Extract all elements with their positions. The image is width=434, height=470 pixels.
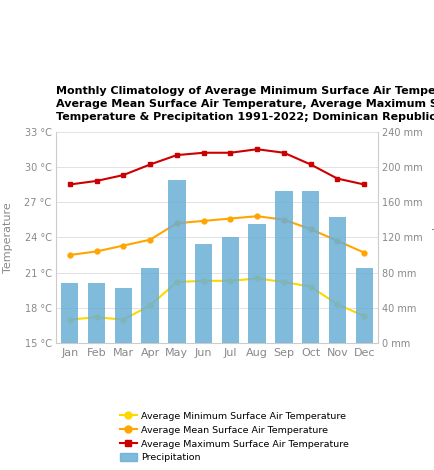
Legend: Average Minimum Surface Air Temperature, Average Mean Surface Air Temperature, A: Average Minimum Surface Air Temperature,… bbox=[117, 409, 352, 465]
Y-axis label: Temperature: Temperature bbox=[3, 202, 13, 273]
Y-axis label: Precipitation: Precipitation bbox=[430, 203, 434, 272]
Bar bbox=[115, 289, 132, 343]
Bar bbox=[61, 283, 79, 343]
Bar bbox=[355, 268, 373, 343]
Bar bbox=[168, 180, 186, 343]
Text: Monthly Climatology of Average Minimum Surface Air Temperatu
Average Mean Surfac: Monthly Climatology of Average Minimum S… bbox=[56, 86, 434, 123]
Bar bbox=[329, 217, 346, 343]
Bar bbox=[302, 191, 319, 343]
Bar bbox=[141, 268, 159, 343]
Bar bbox=[88, 283, 105, 343]
Bar bbox=[222, 237, 239, 343]
Bar bbox=[248, 224, 266, 343]
Bar bbox=[275, 191, 293, 343]
Bar bbox=[195, 243, 212, 343]
